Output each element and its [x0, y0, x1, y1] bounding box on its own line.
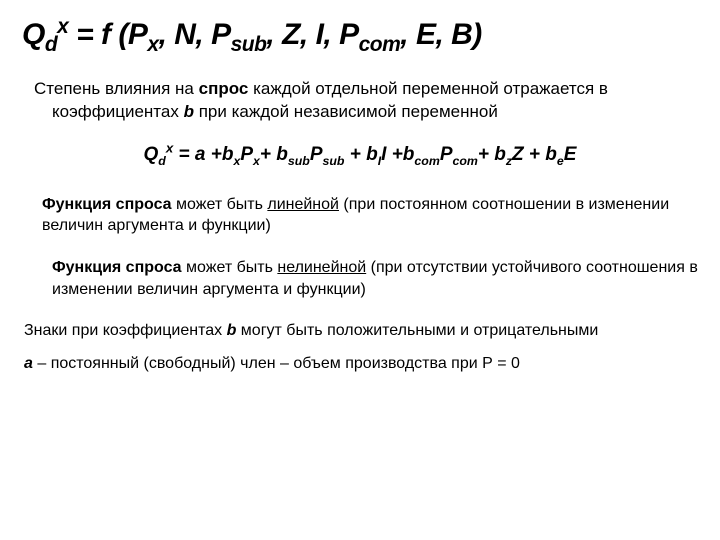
- t-Pxsub: x: [147, 33, 158, 56]
- p2-c: линейной: [267, 196, 339, 213]
- p3-b: может быть: [182, 259, 278, 276]
- e-bcom: com: [414, 154, 439, 168]
- e-s6: I +b: [381, 144, 414, 165]
- para-influence: Степень влияния на спрос каждой отдельно…: [22, 78, 698, 124]
- e-s7: P: [440, 144, 453, 165]
- p1-c: каждой отдельной переменной отражается в: [248, 79, 608, 98]
- p5-b: – постоянный (свободный) член – объем пр…: [33, 355, 520, 372]
- para-constant: a – постоянный (свободный) член – объем …: [22, 353, 698, 375]
- e-Psub: sub: [323, 154, 345, 168]
- p1-e: b: [184, 102, 194, 121]
- p4-a: Знаки при коэффициентах: [24, 322, 227, 339]
- p4-c: могут быть положительными и отрицательны…: [236, 322, 598, 339]
- p2-a: Функция спроса: [42, 196, 172, 213]
- p1-b: спрос: [199, 79, 249, 98]
- p5-a: a: [24, 355, 33, 372]
- p1-f: при каждой независимой переменной: [194, 102, 498, 121]
- e-Pcom: com: [453, 154, 478, 168]
- t-eq: = f (P: [68, 18, 147, 51]
- e-s2: P: [240, 144, 253, 165]
- para-nonlinear: Функция спроса может быть нелинейной (пр…: [22, 257, 698, 300]
- p2-b: может быть: [172, 196, 268, 213]
- e-s9: Z + b: [512, 144, 557, 165]
- p3-a: Функция спроса: [52, 259, 182, 276]
- t-tail: , E, B): [400, 18, 482, 51]
- e-be: e: [557, 154, 564, 168]
- e-d: d: [158, 154, 166, 168]
- t-d: d: [45, 33, 57, 56]
- e-s1: = a +b: [173, 144, 233, 165]
- e-s4: P: [310, 144, 323, 165]
- e-bsub: sub: [288, 154, 310, 168]
- t-mid: , Z, I, P: [266, 18, 358, 51]
- main-formula: Qdx = f (Px, N, Psub, Z, I, Pcom, E, B): [22, 18, 698, 52]
- t-rest: , N, P: [159, 18, 231, 51]
- e-s10: E: [564, 144, 577, 165]
- t-Q: Q: [22, 18, 45, 51]
- t-xsup: x: [57, 15, 68, 38]
- para-linear: Функция спроса может быть линейной (при …: [22, 194, 698, 237]
- e-s8: + b: [478, 144, 506, 165]
- e-Q: Q: [144, 144, 159, 165]
- t-sub: sub: [231, 33, 267, 56]
- p4-b: b: [227, 322, 237, 339]
- para-signs: Знаки при коэффициентах b могут быть пол…: [22, 320, 698, 342]
- t-com: com: [359, 33, 401, 56]
- e-s5: + b: [344, 144, 377, 165]
- e-Px: x: [253, 154, 260, 168]
- p1-a: Степень влияния на: [34, 79, 199, 98]
- expanded-formula: Qdx = a +bxPx+ bsubPsub + bII +bcomPcom+…: [22, 144, 698, 166]
- e-s3: + b: [260, 144, 288, 165]
- p3-c: нелинейной: [277, 259, 366, 276]
- p1-d: коэффициентах: [52, 102, 184, 121]
